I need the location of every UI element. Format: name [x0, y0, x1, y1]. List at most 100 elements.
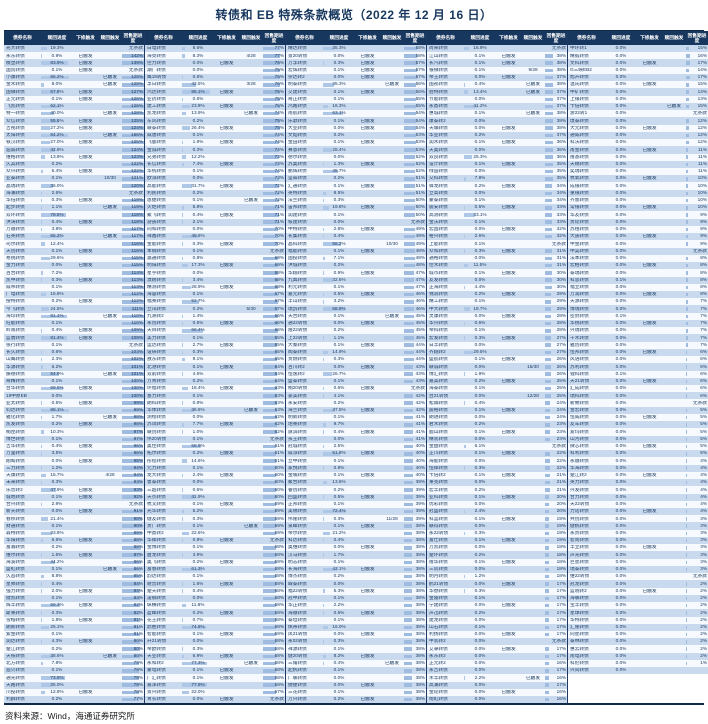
bond-name-cell: 隆华转债 — [429, 559, 448, 564]
table-row: 北港转债 0.1% 已触发 64% — [145, 363, 285, 371]
redemption-progress-cell: 35.3% — [323, 46, 355, 51]
table-row: 立高转债 0.0% 34% — [427, 189, 567, 197]
redemption-progress-cell: 0.0% — [615, 183, 627, 188]
redemption-progress-cell: 2.6% — [41, 190, 63, 196]
redemption-progress-cell: 0.1% — [464, 270, 486, 275]
redemption-progress-cell: 0.0% — [615, 292, 627, 297]
redemption-progress-cell: 0.2% — [41, 299, 63, 304]
put-period-progress-cell: 44% — [404, 343, 426, 348]
put-progress-bar — [686, 83, 690, 87]
redemption-progress-cell: 6.2% — [41, 365, 73, 370]
put-progress-bar — [404, 133, 416, 138]
progress-bar — [323, 553, 324, 557]
table-row: 升21转债 0.0% 58% — [145, 638, 285, 646]
table-row: 风语转债 0.0% 6% — [568, 356, 708, 364]
redemption-progress-cell: 25.1% — [41, 625, 73, 630]
bond-name-cell: 旺能转债 — [6, 321, 25, 326]
bond-name-cell: 恒锋转债 — [429, 465, 448, 470]
table-row: 威派转债 51.8% 已触发 40% — [286, 450, 426, 458]
table-row: 国贸转债 0.1% 已触发 无条款 — [4, 66, 144, 74]
put-progress-bar — [545, 336, 551, 340]
redemption-progress-cell: 41.2% — [464, 104, 496, 109]
progress-bar — [182, 423, 185, 427]
bond-name-cell: 冠龙转债 — [570, 581, 589, 586]
table-row: 未来转债 0.3% 93% — [4, 479, 144, 487]
table-row: 联泰转债 26.4% 已触发 75% — [145, 124, 285, 132]
progress-bar — [182, 46, 185, 51]
put-period-progress-cell: 26% — [545, 357, 567, 362]
table-row: 凤21转债 0.0% 已触发 38% — [286, 630, 426, 639]
table-row: 天源转债 0.0% 7% — [568, 298, 708, 306]
downward-revision-trigger-cell: 已触发 — [501, 538, 516, 543]
put-progress-bar — [122, 242, 144, 246]
downward-revision-trigger-cell: 已触发 — [219, 342, 234, 347]
bond-name-cell: 海澜转债 — [6, 190, 25, 195]
redemption-progress-cell: 0.1% — [464, 494, 486, 499]
table-row: 明志转债 0.1% 38% — [286, 558, 426, 566]
redemption-progress-cell: 0.3% — [323, 516, 345, 521]
bond-name-cell: 齐鲁转债 — [570, 198, 589, 203]
redemption-progress-cell: 0.0% — [192, 60, 204, 65]
bond-name-cell: 鸿路转债 — [288, 104, 307, 109]
put-period-progress-cell: 60% — [263, 495, 285, 500]
downward-revision-trigger-cell: 已触发 — [219, 697, 234, 702]
redemption-progress-cell: 0.2% — [323, 263, 345, 268]
bond-name-cell: 灵康转债 — [429, 313, 448, 318]
redemption-progress-cell: 0.0% — [615, 646, 627, 651]
table-row: 泰坦转债 0.1% 38% — [286, 616, 426, 624]
redemption-progress-cell: 0.1% — [323, 523, 345, 528]
put-progress-bar — [404, 314, 414, 319]
table-row: 惠云转债 0.0% 2% — [568, 645, 708, 653]
put-progress-bar — [686, 488, 687, 492]
bond-name-cell: 核建转债 — [288, 219, 307, 224]
put-period-progress-cell: 17% — [545, 618, 567, 623]
redemption-progress-cell: 1.6% — [182, 581, 204, 586]
bond-name-cell: 佳力转债 — [147, 60, 166, 65]
downward-revision-trigger-cell: 已触发 — [360, 248, 375, 253]
table-row: 立中转债 0.1% 40% — [286, 457, 426, 465]
table-row: 凌钢转债 0.0% 58% — [145, 594, 285, 603]
table-row: 环旭转债 18.4% 已触发 63% — [145, 385, 285, 393]
bond-name-cell: 久其转债 — [6, 162, 25, 167]
bond-name-cell: 兴瑞转债 — [570, 328, 589, 333]
column-header-3: 下修触发 — [499, 35, 518, 41]
redemption-progress-cell: 0.0% — [615, 227, 627, 232]
redemption-progress-cell: 0.1% — [464, 241, 486, 246]
redemption-progress-cell: 0.0% — [615, 53, 627, 58]
table-row: 禾丰转债 2.2% 已触发 16% — [427, 674, 567, 682]
redemption-progress-cell: 4.1% — [323, 394, 355, 399]
table-row: 嘉美转债 0.2% 已触发 25% — [427, 377, 567, 386]
put-period-progress-cell: 5% — [686, 408, 708, 413]
downward-revision-trigger-cell: 已触发 — [360, 653, 375, 658]
table-row: 汇成转债 0.0% 6% — [568, 385, 708, 393]
bond-name-cell: 天目转债 — [147, 328, 166, 333]
redemption-progress-cell: 0.1% — [323, 458, 345, 463]
table-row: 永贵转债 0.0% 3% — [568, 529, 708, 537]
put-period-progress-cell: 27% — [545, 343, 567, 348]
redemption-progress-cell: 0.0% — [474, 646, 486, 651]
table-row: 中装转2 0.0% 无条款 — [427, 638, 567, 646]
table-row: 甬金转债 0.0% 已触发 11% — [568, 146, 708, 154]
redemption-progress-cell: 9.7% — [323, 422, 355, 427]
table-row: 星宇转债 0.0% 68% — [145, 269, 285, 277]
table-row: 苏试转债 7.7% 已触发 62% — [145, 421, 285, 429]
progress-bar — [323, 372, 332, 376]
table-row: 震裕转债 0.1% 已触发 24% — [427, 406, 567, 414]
put-progress-bar — [122, 524, 142, 528]
put-period-progress-cell: 58% — [263, 654, 285, 659]
progress-bar — [41, 119, 59, 123]
put-progress-bar — [404, 683, 413, 687]
redemption-progress-cell: 1.1% — [323, 335, 345, 340]
bond-name-cell: 申昊转债 — [570, 248, 589, 253]
table-row: 齐鲁转债 0.0% 10% — [568, 196, 708, 205]
put-progress-bar — [404, 177, 416, 181]
put-period-progress-cell: 65% — [263, 357, 285, 362]
redemption-progress-cell: 48.6% — [182, 234, 214, 239]
table-row: 中矿转债 0.0% 14% — [568, 88, 708, 96]
bond-name-cell: 君禾转债 — [429, 422, 448, 427]
bond-name-cell: 凌钢转债 — [147, 596, 166, 601]
put-period-progress-cell: 34% — [545, 198, 567, 203]
put-period-progress-cell: 9% — [686, 220, 708, 225]
table-row: 华兴转债 0.6% 28% — [427, 319, 567, 328]
table-row: 通裕转债 0.0% 31% — [427, 254, 567, 263]
